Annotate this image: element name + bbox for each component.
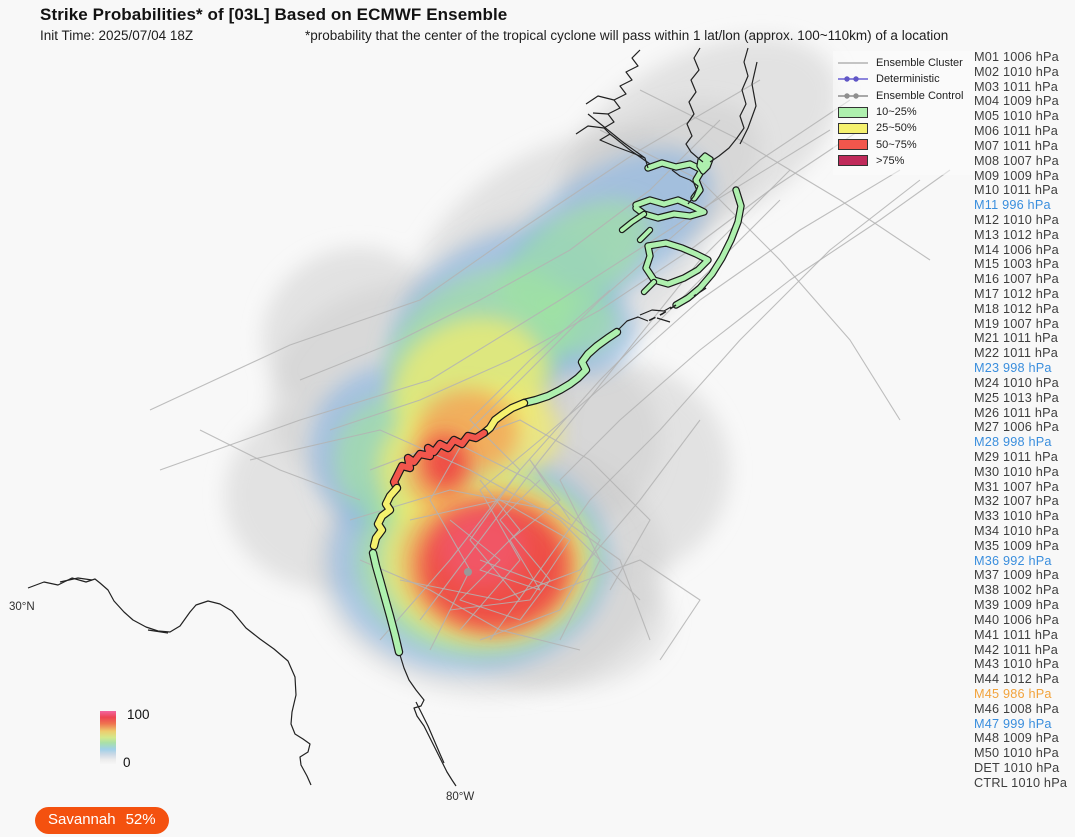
member-M26[interactable]: M26 1011 hPa bbox=[974, 405, 1058, 420]
ensemble-tracks bbox=[149, 79, 951, 661]
legend-label: 25~50% bbox=[876, 122, 917, 135]
member-M34[interactable]: M34 1010 hPa bbox=[974, 524, 1059, 538]
member-M31[interactable]: M31 1007 hPa bbox=[974, 479, 1059, 494]
member-M27[interactable]: M27 1006 hPa bbox=[974, 420, 1059, 435]
ensemble-cluster-line-icon bbox=[838, 62, 868, 64]
member-DET[interactable]: DET 1010 hPa bbox=[974, 761, 1060, 775]
ensemble-control-line-icon bbox=[838, 93, 868, 99]
longitude-label: 80°W bbox=[446, 791, 475, 803]
strike-callout-badge[interactable]: Savannah 52% bbox=[35, 807, 169, 834]
latitude-label: 30°N bbox=[9, 601, 35, 613]
member-M30[interactable]: M30 1010 hPa bbox=[974, 464, 1059, 479]
legend-band-25-50-: 25~50% bbox=[838, 120, 974, 136]
member-CTRL[interactable]: CTRL 1010 hPa bbox=[974, 775, 1068, 790]
legend-band--75-: >75% bbox=[838, 153, 974, 169]
member-M36[interactable]: M36 992 hPa bbox=[974, 553, 1052, 568]
header: Strike Probabilities* of [03L] Based on … bbox=[40, 5, 1000, 43]
member-M32[interactable]: M32 1007 hPa bbox=[974, 494, 1059, 509]
member-M23[interactable]: M23 998 hPa bbox=[974, 361, 1052, 376]
member-M33[interactable]: M33 1010 hPa bbox=[974, 509, 1059, 524]
colorbar: 100 0 bbox=[100, 707, 150, 770]
member-M13[interactable]: M13 1012 hPa bbox=[974, 227, 1059, 242]
band-color-swatch bbox=[838, 122, 868, 134]
member-M41[interactable]: M41 1011 hPa bbox=[974, 627, 1058, 642]
legend-label: 10~25% bbox=[876, 106, 917, 119]
legend-label: >75% bbox=[876, 154, 905, 167]
member-M35[interactable]: M35 1009 hPa bbox=[974, 538, 1059, 553]
member-M25[interactable]: M25 1013 hPa bbox=[974, 390, 1059, 405]
init-time-label: Init Time: 2025/07/04 18Z bbox=[40, 28, 194, 43]
member-M40[interactable]: M40 1006 hPa bbox=[974, 612, 1059, 627]
member-M09[interactable]: M09 1009 hPa bbox=[974, 168, 1059, 183]
member-M08[interactable]: M08 1007 hPa bbox=[974, 153, 1059, 168]
legend-label: Ensemble Cluster bbox=[876, 57, 963, 70]
member-M50[interactable]: M50 1010 hPa bbox=[974, 746, 1059, 761]
colorbar-max-label: 100 bbox=[127, 707, 150, 722]
member-M14[interactable]: M14 1006 hPa bbox=[974, 242, 1059, 257]
member-M24[interactable]: M24 1010 hPa bbox=[974, 375, 1059, 390]
callout-value: 52% bbox=[125, 811, 156, 828]
ensemble-control-marker bbox=[464, 568, 472, 576]
member-M01[interactable]: M01 1006 hPa bbox=[974, 50, 1059, 64]
band-color-swatch bbox=[838, 106, 868, 118]
member-M12[interactable]: M12 1010 hPa bbox=[974, 212, 1059, 227]
member-M02[interactable]: M02 1010 hPa bbox=[974, 64, 1059, 79]
band-color-swatch bbox=[838, 155, 868, 167]
member-M44[interactable]: M44 1012 hPa bbox=[974, 672, 1059, 687]
legend-row-ensemble-control: Ensemble Control bbox=[838, 88, 974, 104]
member-M46[interactable]: M46 1008 hPa bbox=[974, 701, 1059, 716]
band-color-swatch bbox=[838, 139, 868, 151]
member-M18[interactable]: M18 1012 hPa bbox=[974, 301, 1059, 316]
member-M03[interactable]: M03 1011 hPa bbox=[974, 79, 1058, 94]
member-M04[interactable]: M04 1009 hPa bbox=[974, 94, 1059, 109]
coastline-probability-bands bbox=[368, 152, 745, 657]
legend-band-50-75-: 50~75% bbox=[838, 136, 974, 152]
member-M10[interactable]: M10 1011 hPa bbox=[974, 183, 1058, 198]
member-M15[interactable]: M15 1003 hPa bbox=[974, 257, 1059, 272]
legend-label: Deterministic bbox=[876, 73, 940, 86]
member-M38[interactable]: M38 1002 hPa bbox=[974, 583, 1059, 598]
member-M37[interactable]: M37 1009 hPa bbox=[974, 568, 1059, 583]
member-M42[interactable]: M42 1011 hPa bbox=[974, 642, 1058, 657]
colorbar-min-label: 0 bbox=[123, 755, 131, 770]
member-M07[interactable]: M07 1011 hPa bbox=[974, 138, 1058, 153]
member-M11[interactable]: M11 996 hPa bbox=[974, 198, 1051, 213]
legend-label: 50~75% bbox=[876, 138, 917, 151]
member-M06[interactable]: M06 1011 hPa bbox=[974, 124, 1058, 139]
deterministic-line-icon bbox=[838, 76, 868, 83]
legend-track-rows: Ensemble Cluster Deterministic Ensemble Co… bbox=[838, 55, 974, 104]
member-M17[interactable]: M17 1012 hPa bbox=[974, 287, 1059, 301]
legend-band-10-25-: 10~25% bbox=[838, 104, 974, 120]
footnote-label: *probability that the center of the trop… bbox=[305, 28, 949, 43]
colorbar-gradient bbox=[100, 711, 116, 764]
legend-row-ensemble-cluster: Ensemble Cluster bbox=[838, 55, 974, 71]
legend-band-rows: 10~25% 25~50% 50~75% >75% bbox=[838, 104, 974, 169]
member-list: M01 1006 hPa M02 1010 hPa M03 1011 hPa M04 … bbox=[974, 50, 1067, 791]
member-M48[interactable]: M48 1009 hPa bbox=[974, 731, 1059, 746]
member-M05[interactable]: M05 1010 hPa bbox=[974, 109, 1059, 124]
member-M16[interactable]: M16 1007 hPa bbox=[974, 272, 1059, 287]
member-M45[interactable]: M45 986 hPa bbox=[974, 686, 1052, 701]
member-M39[interactable]: M39 1009 hPa bbox=[974, 598, 1059, 613]
callout-city: Savannah bbox=[48, 811, 116, 828]
member-M28[interactable]: M28 998 hPa bbox=[974, 435, 1052, 450]
page-title: Strike Probabilities* of [03L] Based on … bbox=[40, 5, 508, 24]
legend-row-deterministic: Deterministic bbox=[838, 71, 974, 87]
member-M19[interactable]: M19 1007 hPa bbox=[974, 316, 1059, 331]
member-M29[interactable]: M29 1011 hPa bbox=[974, 449, 1058, 464]
coastline bbox=[27, 47, 758, 787]
map-legend: Ensemble Cluster Deterministic Ensemble Co… bbox=[833, 51, 978, 176]
legend-label: Ensemble Control bbox=[876, 89, 964, 102]
member-M43[interactable]: M43 1010 hPa bbox=[974, 657, 1059, 672]
member-M22[interactable]: M22 1011 hPa bbox=[974, 346, 1058, 361]
member-M47[interactable]: M47 999 hPa bbox=[974, 716, 1052, 731]
member-M21[interactable]: M21 1011 hPa bbox=[974, 331, 1058, 346]
